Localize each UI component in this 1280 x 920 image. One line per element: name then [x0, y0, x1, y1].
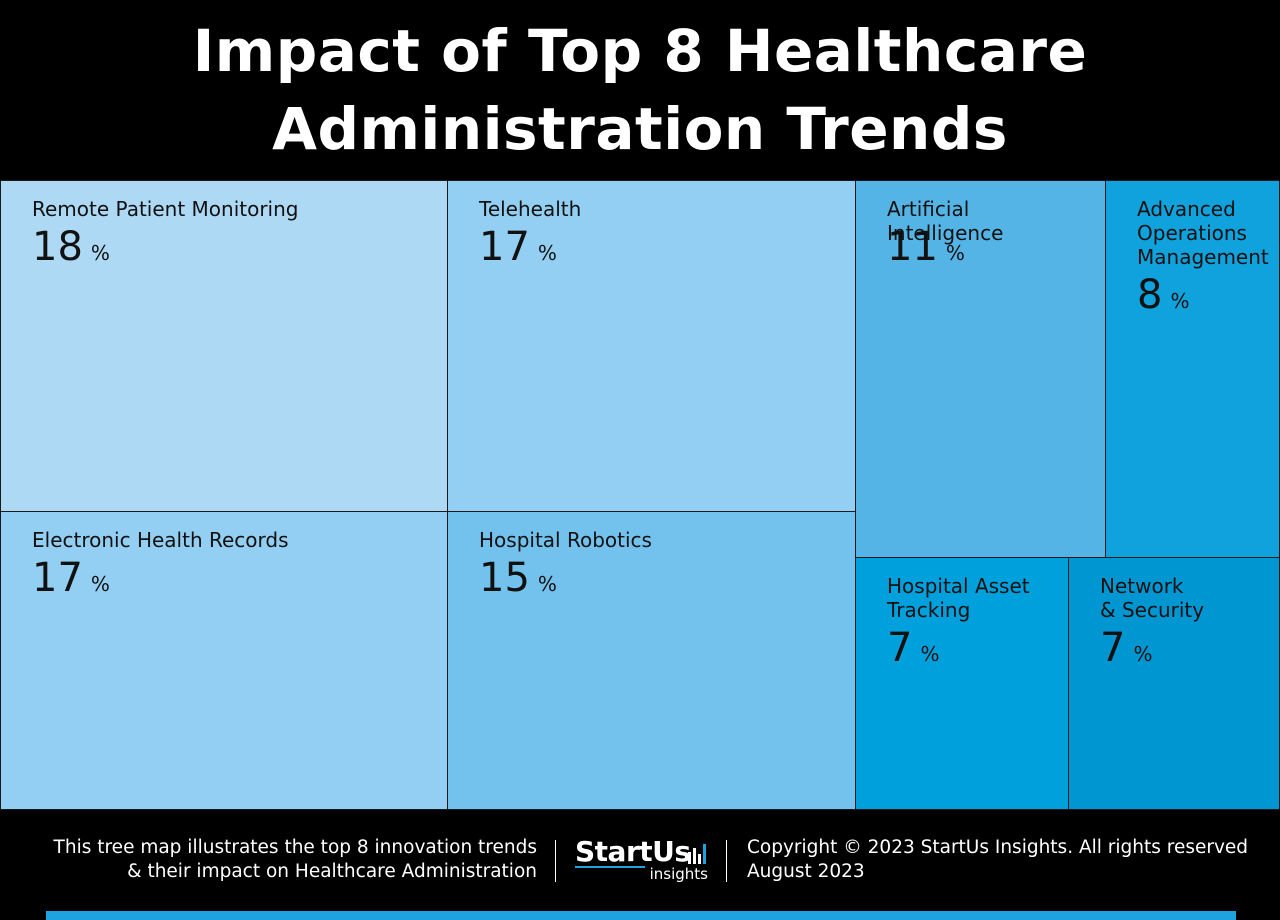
treemap-tile-hospital-asset-tracking: Hospital Asset Tracking 7%: [855, 557, 1069, 810]
tile-value-row: 7%: [1100, 626, 1152, 670]
logo-subtext: insights: [649, 865, 708, 883]
tile-label: Hospital Robotics: [479, 528, 652, 552]
tile-value: 18: [32, 224, 83, 270]
treemap-tile-advanced-operations-management: Advanced Operations Management 8%: [1105, 180, 1280, 558]
tile-label: Telehealth: [479, 197, 582, 221]
tile-value: 11: [887, 224, 938, 270]
footer-copyright-block: Copyright © 2023 StartUs Insights. All r…: [747, 836, 1267, 884]
tile-value-row: 7%: [887, 626, 939, 670]
tile-value-row: 18%: [32, 225, 110, 269]
copyright-text: Copyright © 2023 StartUs Insights. All r…: [747, 837, 1249, 858]
tile-unit: %: [945, 241, 965, 265]
tile-value-row: 8%: [1137, 273, 1189, 317]
bar-chart-icon: [688, 844, 706, 864]
treemap-tile-hospital-robotics: Hospital Robotics 15%: [447, 511, 856, 810]
tile-label: Remote Patient Monitoring: [32, 197, 299, 221]
footer-description: This tree map illustrates the top 8 inno…: [17, 836, 537, 884]
treemap-tile-network-and-security: Network & Security 7%: [1068, 557, 1280, 810]
tile-unit: %: [920, 642, 940, 666]
treemap-tile-remote-patient-monitoring: Remote Patient Monitoring 18%: [0, 180, 448, 512]
chart-title: Impact of Top 8 Healthcare Administratio…: [192, 17, 1088, 163]
startus-logo: StartUs insights: [575, 836, 710, 884]
tile-value: 17: [32, 555, 83, 601]
tile-value: 15: [479, 555, 530, 601]
footer-divider-right: [726, 840, 727, 882]
treemap-tile-artificial-intelligence: Artificial Intelligence 11%: [855, 180, 1106, 558]
footer-description-line1: This tree map illustrates the top 8 inno…: [53, 837, 537, 858]
tile-value-row: 17%: [32, 556, 110, 600]
tile-unit: %: [90, 241, 110, 265]
tile-label: Hospital Asset Tracking: [887, 574, 1030, 622]
treemap: Remote Patient Monitoring 18% Telehealth 17…: [0, 180, 1280, 810]
tile-unit: %: [90, 572, 110, 596]
tile-value-row: 17%: [479, 225, 557, 269]
footer: This tree map illustrates the top 8 inno…: [0, 810, 1280, 920]
tile-label: Electronic Health Records: [32, 528, 289, 552]
treemap-tile-telehealth: Telehealth 17%: [447, 180, 856, 512]
tile-unit: %: [1170, 289, 1190, 313]
footer-description-line2: & their impact on Healthcare Administrat…: [127, 861, 537, 882]
tile-value-row: 11%: [887, 225, 965, 269]
accent-bar: [46, 911, 1236, 920]
tile-label: Artificial Intelligence: [887, 197, 1004, 245]
logo-underline: [575, 866, 645, 868]
tile-value: 7: [887, 625, 913, 671]
tile-unit: %: [1133, 642, 1153, 666]
tile-label: Advanced Operations Management: [1137, 197, 1269, 269]
logo-wordmark: StartUs: [575, 835, 691, 868]
header: Impact of Top 8 Healthcare Administratio…: [0, 0, 1280, 180]
tile-value: 7: [1100, 625, 1126, 671]
tile-unit: %: [537, 572, 557, 596]
date-text: August 2023: [747, 861, 865, 882]
tile-value: 8: [1137, 272, 1163, 318]
tile-label: Network & Security: [1100, 574, 1205, 622]
tile-value-row: 15%: [479, 556, 557, 600]
treemap-tile-electronic-health-records: Electronic Health Records 17%: [0, 511, 448, 810]
footer-divider-left: [555, 840, 556, 882]
tile-unit: %: [537, 241, 557, 265]
tile-value: 17: [479, 224, 530, 270]
